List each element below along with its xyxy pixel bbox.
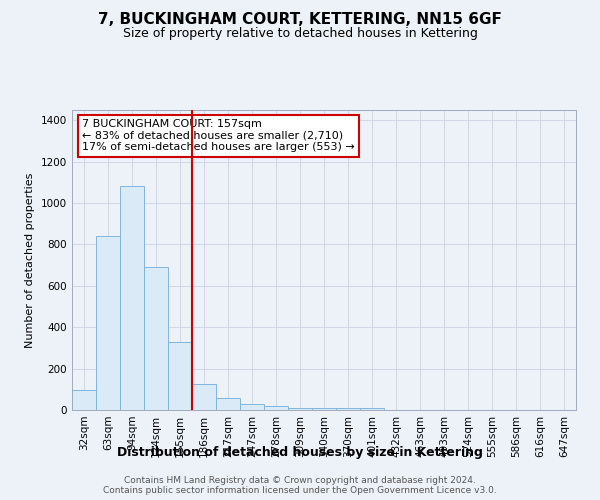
Y-axis label: Number of detached properties: Number of detached properties <box>25 172 35 348</box>
Bar <box>72 390 96 410</box>
Text: 7 BUCKINGHAM COURT: 157sqm
← 83% of detached houses are smaller (2,710)
17% of s: 7 BUCKINGHAM COURT: 157sqm ← 83% of deta… <box>82 119 355 152</box>
Bar <box>264 406 288 410</box>
Bar <box>192 384 216 410</box>
Bar <box>120 186 144 410</box>
Bar <box>240 404 264 410</box>
Text: 7, BUCKINGHAM COURT, KETTERING, NN15 6GF: 7, BUCKINGHAM COURT, KETTERING, NN15 6GF <box>98 12 502 28</box>
Text: Size of property relative to detached houses in Kettering: Size of property relative to detached ho… <box>122 28 478 40</box>
Bar <box>144 266 168 410</box>
Bar <box>312 408 336 410</box>
Bar <box>336 408 360 410</box>
Text: Contains HM Land Registry data © Crown copyright and database right 2024.
Contai: Contains HM Land Registry data © Crown c… <box>103 476 497 495</box>
Bar <box>168 342 192 410</box>
Text: Distribution of detached houses by size in Kettering: Distribution of detached houses by size … <box>117 446 483 459</box>
Bar <box>96 236 120 410</box>
Bar <box>360 408 384 410</box>
Bar <box>216 398 240 410</box>
Bar <box>288 408 312 410</box>
